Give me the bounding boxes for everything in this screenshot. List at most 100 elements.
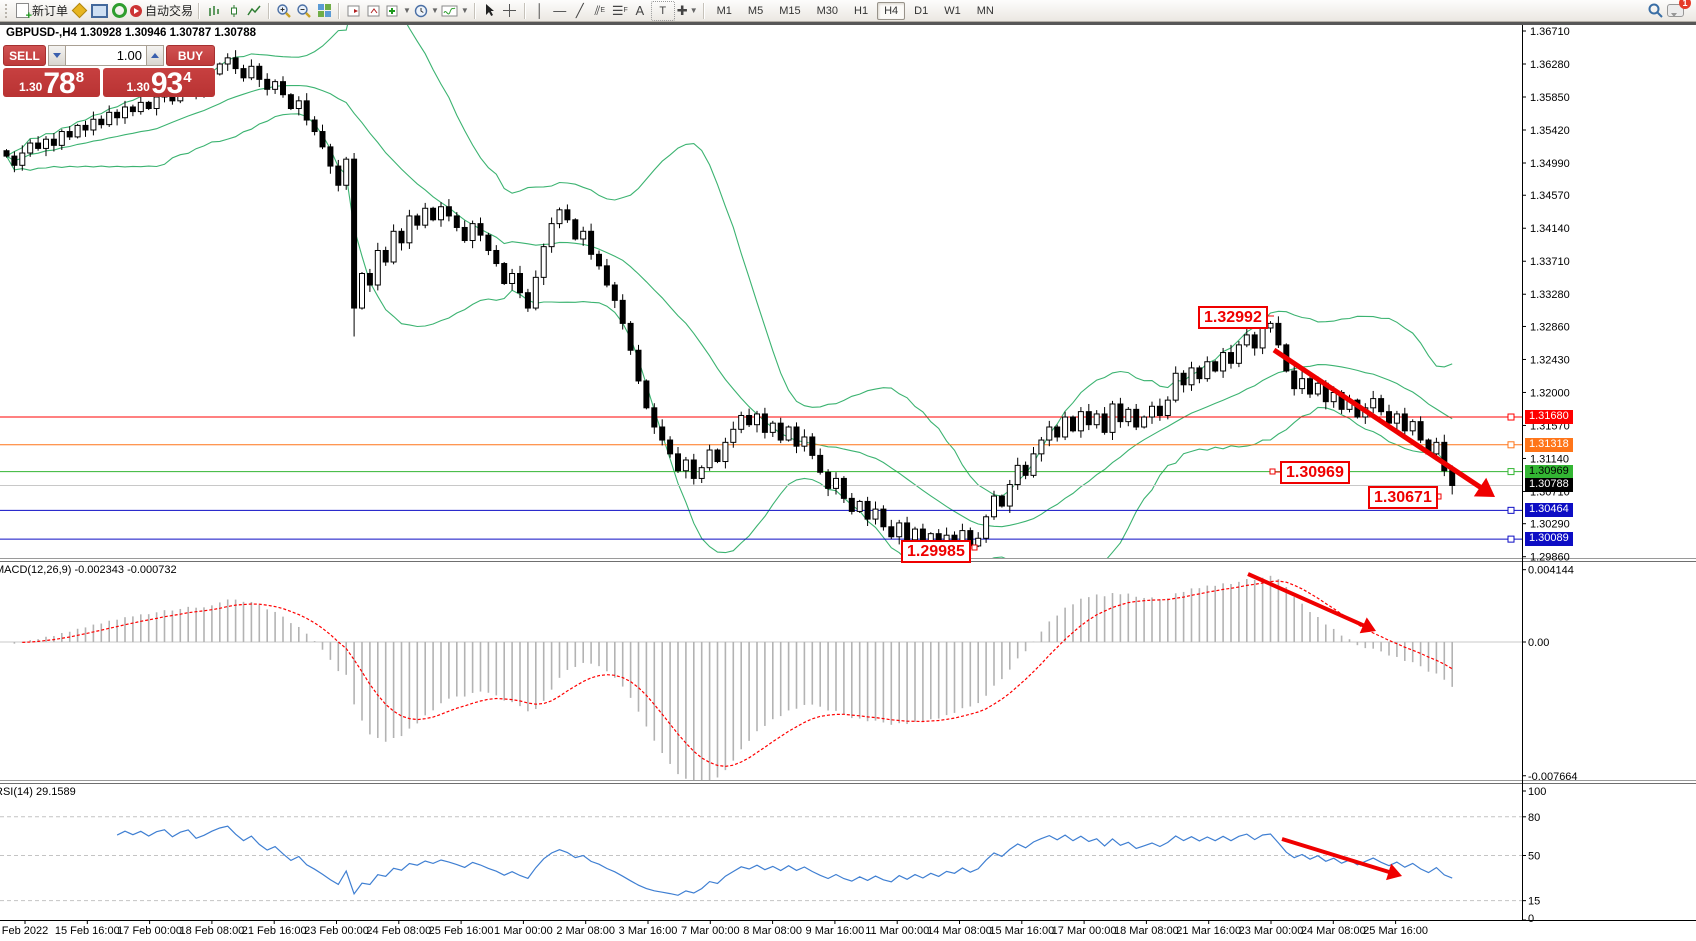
timeframe-button-M5[interactable]: M5 — [747, 4, 764, 17]
price-annotation-label[interactable]: 1.30969 — [1280, 461, 1350, 484]
channel-tool[interactable]: ⫽ E — [594, 2, 606, 18]
chart-title: GBPUSD-,H4 1.30928 1.30946 1.30787 1.307… — [6, 27, 256, 39]
trend-arrow-head — [1359, 617, 1376, 634]
line-chart-button[interactable] — [245, 2, 263, 20]
crosshair-icon — [503, 4, 517, 17]
level-marker — [1507, 506, 1515, 514]
time-axis-label: 11 Mar 00:00 — [865, 925, 929, 937]
time-axis-label: 17 Feb 00:00 — [117, 925, 182, 937]
volume-input[interactable] — [66, 45, 146, 66]
text-tool[interactable]: A — [635, 2, 645, 18]
time-axis-label: 25 Feb 16:00 — [429, 925, 494, 937]
time-axis-label: 3 Mar 16:00 — [619, 925, 678, 937]
price-axis-tick: 1.32430 — [1530, 354, 1570, 366]
zoom-out-button[interactable] — [295, 2, 313, 20]
bar-chart-button[interactable] — [205, 2, 223, 20]
autotrade-icon — [130, 4, 143, 17]
broom-icon — [71, 2, 87, 19]
arrows-tool[interactable]: ✚ ▼ — [676, 2, 698, 18]
new-chart-icon — [386, 5, 398, 16]
level-price-badge: 1.30464 — [1525, 503, 1573, 518]
price-axis-tick: 1.36710 — [1530, 26, 1570, 38]
time-axis-label: 23 Mar 00:00 — [1239, 925, 1304, 937]
time-axis-label: 9 Mar 16:00 — [806, 925, 865, 937]
rsi-axis-tick: 50 — [1528, 851, 1540, 863]
signals-button[interactable] — [110, 2, 128, 20]
new-order-button[interactable]: + 新订单 — [16, 2, 68, 22]
notification-badge: 1 — [1679, 0, 1691, 9]
price-annotation-label[interactable]: 1.29985 — [901, 540, 971, 563]
buy-button[interactable]: BUY — [166, 45, 215, 66]
volume-decrease-button[interactable] — [48, 45, 66, 66]
vertical-line-tool[interactable]: │ — [535, 2, 544, 18]
level-marker — [1507, 535, 1515, 543]
styles-button[interactable] — [70, 2, 88, 20]
zoom-in-button[interactable] — [275, 2, 293, 20]
trend-arrow — [1247, 572, 1370, 630]
buy-price-sup: 4 — [183, 69, 192, 86]
chart-shift-button[interactable] — [345, 2, 363, 20]
sell-button[interactable]: SELL — [3, 45, 46, 66]
profiles-button[interactable]: ▼ — [413, 2, 439, 20]
timeframe-button-M15[interactable]: M15 — [779, 4, 801, 17]
time-axis-label: 2 Mar 08:00 — [556, 925, 615, 937]
price-axis-tick: 1.35850 — [1530, 92, 1570, 104]
timeframe-button-M1[interactable]: M1 — [716, 4, 732, 17]
time-axis-label: 1 Mar 00:00 — [494, 925, 553, 937]
autotrade-button[interactable]: 自动交易 — [130, 2, 193, 20]
buy-price-display[interactable]: 1.30 93 4 — [103, 68, 215, 99]
text-label-tool[interactable]: T — [650, 0, 675, 21]
timeframe-button-H4[interactable]: H4 — [877, 1, 906, 20]
bar-chart-icon — [209, 5, 219, 16]
indicators-button[interactable]: ▼ — [441, 2, 469, 20]
crosshair-button[interactable] — [501, 2, 519, 20]
sell-price-sup: 8 — [75, 69, 85, 86]
new-chart-button[interactable]: ▼ — [385, 2, 411, 20]
timeframe-button-D1[interactable]: D1 — [914, 4, 929, 17]
timeframe-button-MN[interactable]: MN — [976, 4, 994, 17]
time-axis-label: 18 Mar 08:00 — [1114, 925, 1179, 937]
one-click-trade-panel: SELL BUY 1.30 78 8 1.30 93 4 — [3, 45, 215, 99]
price-annotation-label[interactable]: 1.30671 — [1368, 486, 1438, 509]
fibonacci-tool[interactable]: ☰ F — [611, 2, 628, 18]
macd-histogram — [13, 575, 1453, 780]
level-price-badge: 1.30089 — [1525, 532, 1573, 547]
search-button[interactable] — [1646, 2, 1664, 20]
zoom-in-icon — [277, 3, 291, 18]
level-marker — [1507, 441, 1515, 449]
line-chart-icon — [247, 5, 261, 15]
level-price-badge: 1.30969 — [1525, 464, 1573, 479]
candlestick-button[interactable] — [225, 2, 243, 20]
price-axis-tick: 1.34990 — [1530, 158, 1570, 170]
rsi-axis-tick: 0 — [1528, 913, 1534, 925]
cursor-button[interactable] — [481, 2, 499, 20]
price-axis-tick: 1.33280 — [1530, 289, 1570, 301]
timeframe-button-M30[interactable]: M30 — [816, 4, 838, 17]
time-axis-label: 8 Mar 08:00 — [743, 925, 802, 937]
price-axis-tick: 1.36280 — [1530, 59, 1570, 71]
volume-increase-button[interactable] — [146, 45, 164, 66]
market-watch-button[interactable] — [90, 2, 108, 20]
rsi-axis-tick: 100 — [1528, 786, 1546, 798]
search-icon — [1648, 3, 1663, 18]
time-axis-label: 18 Feb 08:00 — [179, 925, 244, 937]
tile-windows-button[interactable] — [315, 2, 333, 20]
macd-axis-tick: 0.004144 — [1528, 565, 1574, 577]
horizontal-line-tool[interactable]: — — [553, 2, 567, 18]
level-price-badge: 1.31680 — [1525, 410, 1573, 425]
timeframe-button-H1[interactable]: H1 — [854, 4, 869, 17]
separator — [198, 2, 201, 19]
toolbar-bottom-edge — [0, 22, 1696, 25]
trendline-tool[interactable]: ╱ — [575, 2, 584, 18]
indicators-icon — [441, 5, 458, 16]
notifications-button[interactable]: 1 — [1666, 0, 1691, 20]
auto-scroll-button[interactable] — [365, 2, 383, 20]
timeframe-button-W1[interactable]: W1 — [944, 4, 961, 17]
sell-price-display[interactable]: 1.30 78 8 — [3, 68, 100, 99]
time-axis-label: 24 Feb 08:00 — [366, 925, 431, 937]
toolbar-grip[interactable] — [5, 3, 10, 18]
price-axis-tick: 1.32000 — [1530, 387, 1570, 399]
price-annotation-label[interactable]: 1.32992 — [1198, 306, 1268, 329]
candlestick-icon — [231, 4, 238, 17]
candles-layer — [3, 50, 1456, 554]
